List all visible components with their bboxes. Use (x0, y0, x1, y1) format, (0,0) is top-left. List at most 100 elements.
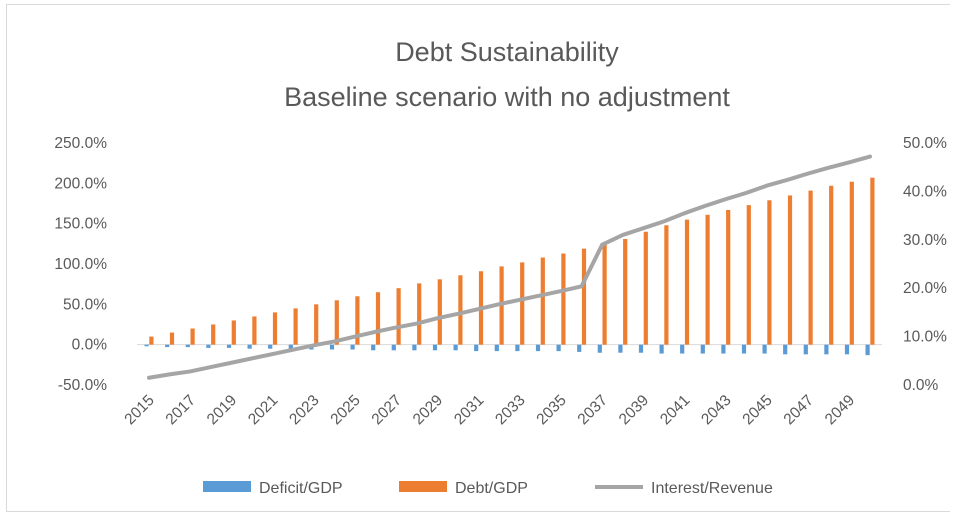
x-tick-label: 2047 (781, 392, 817, 428)
x-tick-label: 2021 (245, 392, 281, 428)
debt-bar (643, 231, 648, 345)
deficit-bar (288, 344, 293, 350)
left-tick-label: 100.0% (54, 256, 107, 273)
chart-frame: Debt Sustainability Baseline scenario wi… (6, 4, 950, 512)
debt-bar (272, 312, 278, 345)
deficit-bar (618, 344, 623, 353)
x-tick-label: 2031 (451, 392, 487, 428)
left-axis-ticks: 250.0% 200.0% 150.0% 100.0% 50.0% 0.0% -50.0% (54, 135, 107, 394)
left-tick-label: 0.0% (72, 337, 108, 354)
left-tick-label: 250.0% (54, 135, 107, 152)
chart-title: Debt Sustainability (395, 37, 619, 67)
deficit-bar (721, 344, 726, 354)
deficit-bar (762, 344, 767, 354)
debt-bar (252, 316, 257, 345)
deficit-bar (206, 344, 211, 348)
x-tick-label: 2019 (204, 392, 240, 428)
deficit-bar (515, 344, 520, 352)
deficit-bar (741, 344, 747, 354)
left-tick-label: 150.0% (54, 216, 107, 233)
deficit-bar (535, 344, 541, 352)
x-tick-label: 2039 (616, 392, 652, 428)
right-tick-label: 40.0% (903, 183, 947, 200)
debt-bar (705, 214, 710, 345)
deficit-bar (350, 344, 355, 350)
debt-bar (211, 324, 216, 345)
deficit-bar (844, 344, 850, 355)
deficit-bar (597, 344, 602, 353)
interest-line-group (147, 154, 872, 380)
x-tick-label: 2017 (163, 392, 199, 428)
deficit-bars (144, 344, 870, 356)
debt-bar (293, 308, 298, 345)
deficit-bar (824, 344, 829, 355)
legend-label: Interest/Revenue (651, 480, 773, 497)
x-tick-label: 2029 (410, 392, 446, 428)
debt-bar (581, 248, 587, 345)
x-tick-label: 2035 (533, 392, 569, 428)
legend-swatch (203, 481, 251, 492)
deficit-bar (226, 344, 232, 348)
deficit-bar (432, 344, 438, 351)
right-tick-label: 20.0% (903, 280, 947, 297)
x-tick-label: 2025 (327, 392, 363, 428)
debt-bar (417, 283, 422, 345)
deficit-bar (247, 344, 252, 349)
legend: Deficit/GDP Debt/GDP Interest/Revenue (203, 480, 773, 497)
debt-bar (334, 300, 339, 345)
deficit-bar (268, 344, 273, 349)
deficit-bar (474, 344, 479, 352)
deficit-bar (577, 344, 582, 352)
debt-bar (664, 225, 669, 345)
deficit-bar (165, 344, 170, 348)
legend-label: Deficit/GDP (259, 480, 343, 497)
deficit-bar (371, 344, 376, 351)
deficit-bar (329, 344, 335, 350)
debt-bar (375, 292, 381, 345)
debt-bar (767, 200, 772, 345)
x-tick-label: 2041 (657, 392, 693, 428)
legend-swatch (399, 481, 447, 492)
deficit-bar (680, 344, 685, 354)
debt-bar (849, 181, 854, 345)
debt-bar (314, 304, 319, 345)
deficit-bar (556, 344, 561, 352)
x-tick-label: 2023 (286, 392, 322, 428)
debt-bar (602, 244, 607, 345)
debt-bar (746, 205, 751, 345)
right-tick-label: 30.0% (903, 232, 947, 249)
right-tick-label: 10.0% (903, 329, 947, 346)
deficit-bar (803, 344, 808, 355)
debt-bar (623, 238, 628, 345)
chart-subtitle: Baseline scenario with no adjustment (284, 82, 730, 112)
deficit-bar (659, 344, 664, 354)
debt-bar (808, 190, 813, 345)
debt-bars (149, 177, 875, 345)
deficit-bar (783, 344, 788, 355)
debt-bar (396, 288, 401, 345)
debt-bar (458, 275, 463, 345)
right-axis-ticks: 50.0% 40.0% 30.0% 20.0% 10.0% 0.0% (903, 135, 947, 394)
deficit-bar (638, 344, 644, 353)
debt-bar (169, 332, 175, 345)
left-tick-label: 50.0% (63, 296, 107, 313)
chart: Debt Sustainability Baseline scenario wi… (54, 37, 947, 497)
debt-bar (787, 195, 793, 345)
deficit-bar (453, 344, 458, 351)
deficit-bar (144, 344, 149, 347)
right-tick-label: 0.0% (903, 377, 939, 394)
debt-bar (190, 328, 195, 345)
debt-bar (829, 185, 834, 345)
debt-bar (149, 336, 154, 345)
x-tick-label: 2037 (575, 392, 611, 428)
deficit-bar (412, 344, 417, 351)
debt-bar (520, 262, 525, 345)
deficit-bar (494, 344, 499, 352)
legend-label: Debt/GDP (455, 480, 528, 497)
x-tick-label: 2043 (698, 392, 734, 428)
debt-bar (355, 296, 360, 345)
deficit-bar (865, 344, 870, 356)
left-tick-label: -50.0% (58, 377, 107, 394)
debt-bar (561, 253, 566, 345)
debt-bar (437, 279, 442, 345)
